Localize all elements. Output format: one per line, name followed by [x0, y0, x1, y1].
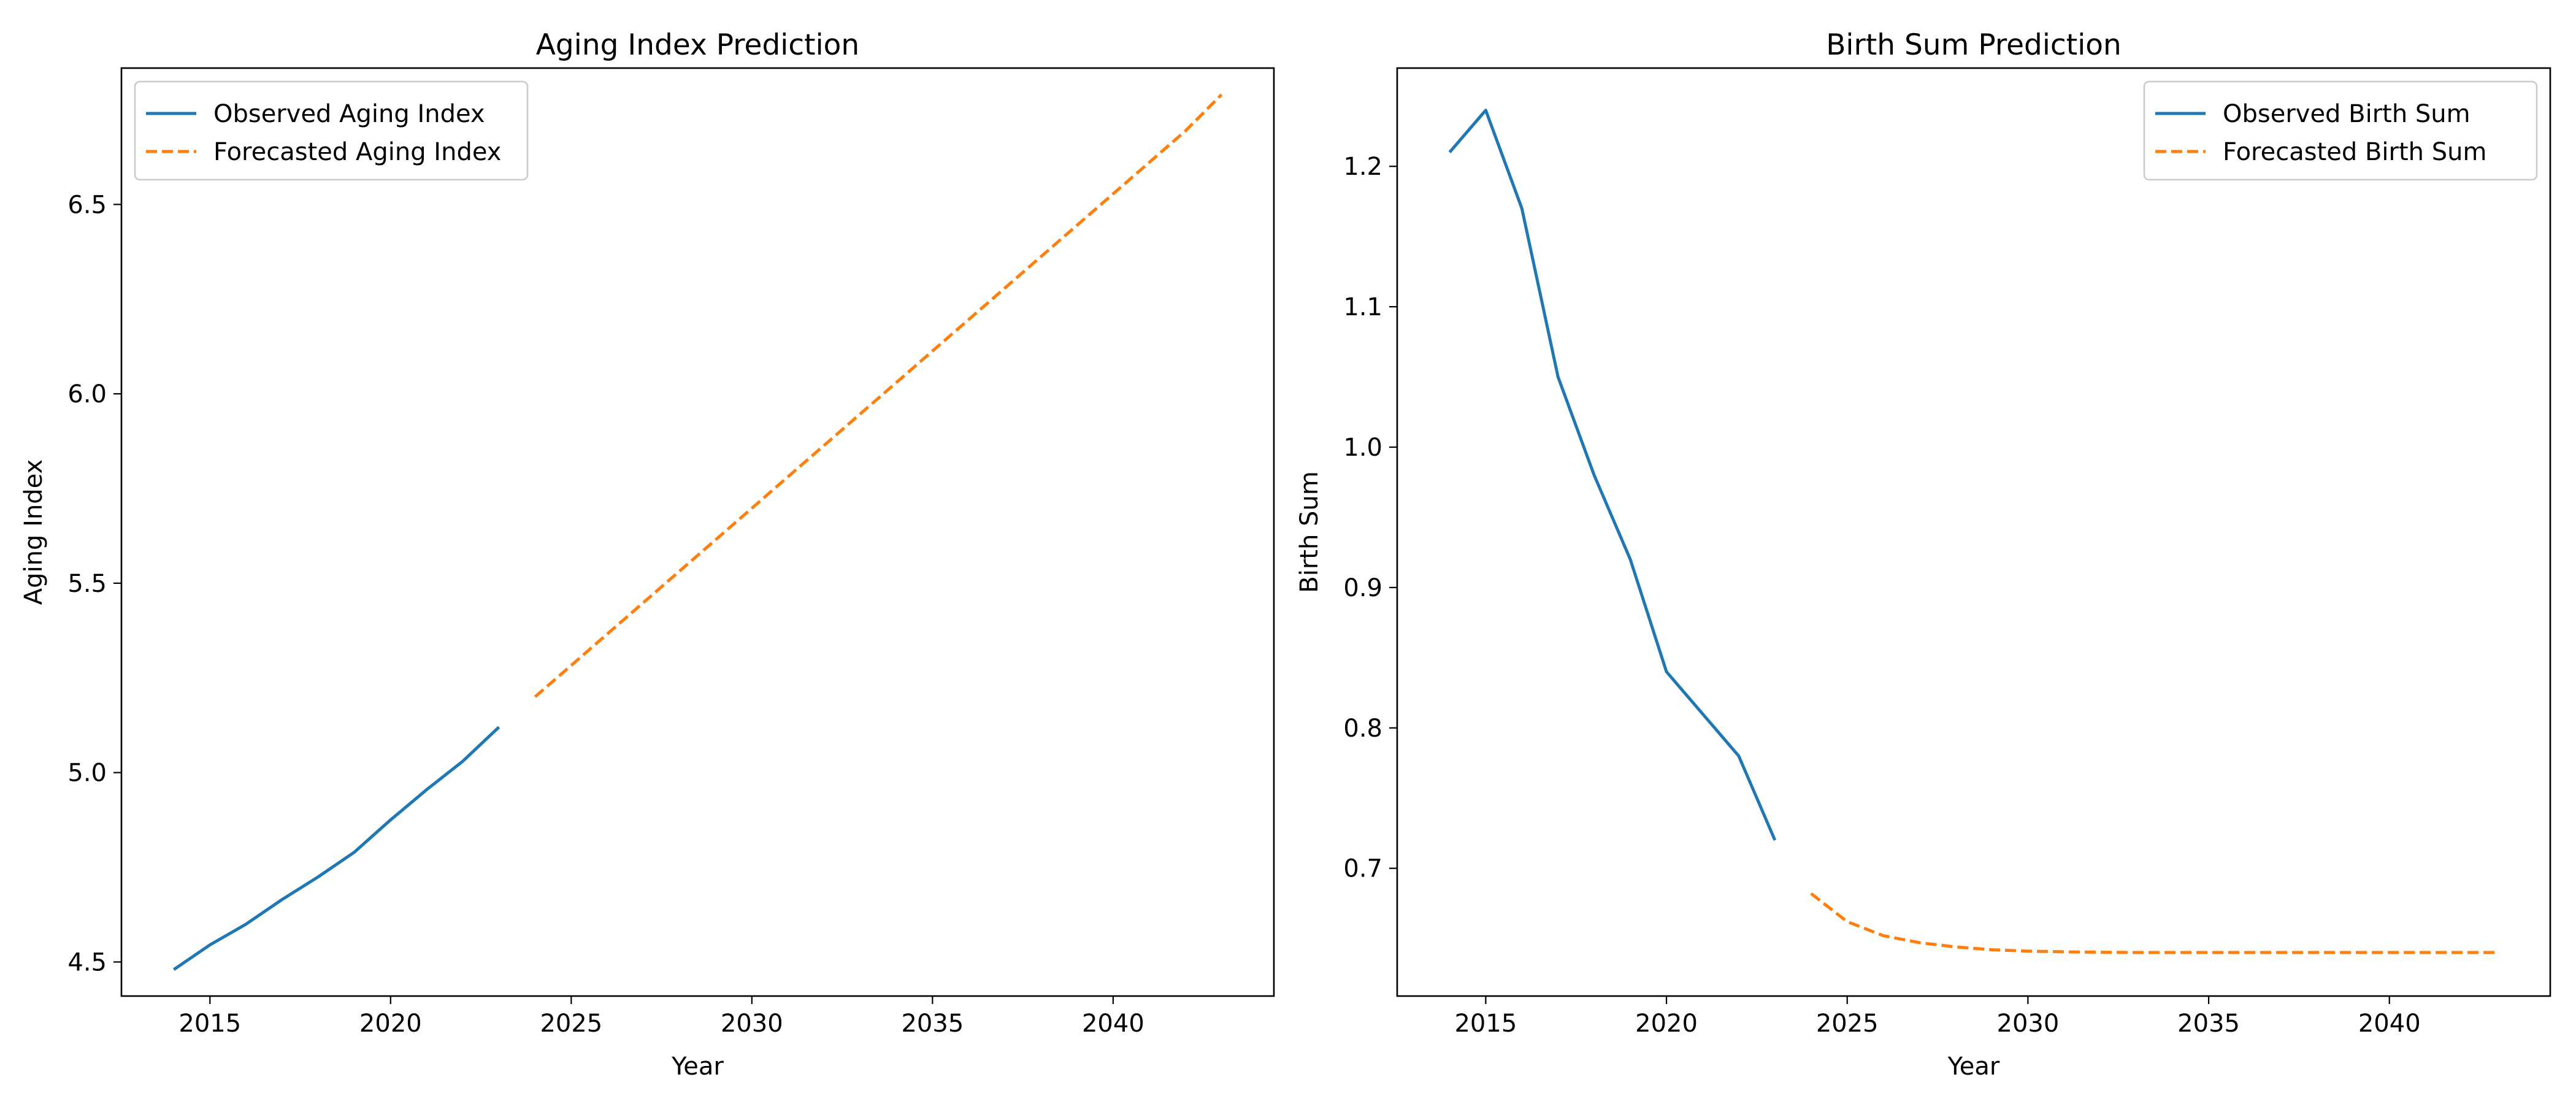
series-line-observed — [1448, 109, 1777, 841]
series-line-forecast — [534, 93, 1223, 698]
chart-title: Aging Index Prediction — [536, 28, 859, 62]
legend-label-forecast: Forecasted Birth Sum — [2223, 138, 2486, 166]
axis-ticks: 2015 2020 2025 2030 2035 2040 4.5 5.0 5.5 6.0 6.5 — [67, 191, 1144, 1038]
x-tick-label: 2040 — [2358, 1010, 2421, 1038]
x-tick-label: 2020 — [1635, 1010, 1698, 1038]
x-tick-label: 2030 — [1997, 1010, 2060, 1038]
y-tick-label: 1.2 — [1343, 153, 1382, 181]
plot-area — [1448, 109, 2498, 954]
legend: Observed Aging Index Forecasted Aging In… — [134, 80, 529, 181]
y-axis-label: Aging Index — [20, 459, 48, 605]
x-tick-label: 2020 — [359, 1010, 422, 1038]
y-tick-label: 5.5 — [67, 570, 107, 598]
y-tick-label: 1.1 — [1343, 293, 1382, 321]
birth-sum-chart: Birth Sum Prediction Year Birth Sum 2015… — [1295, 28, 2551, 1081]
x-tick-label: 2040 — [1082, 1010, 1144, 1038]
legend-label-observed: Observed Birth Sum — [2223, 100, 2471, 128]
series-line-forecast — [1810, 892, 2498, 954]
y-axis-label: Birth Sum — [1295, 471, 1324, 592]
axis-ticks: 2015 2020 2025 2030 2035 2040 0.7 0.8 0.9 1.0 1.1 1… — [1343, 153, 2420, 1038]
x-tick-label: 2035 — [901, 1010, 964, 1038]
x-axis-label: Year — [671, 1052, 724, 1081]
legend-box — [2143, 80, 2538, 181]
series-line-observed — [172, 726, 500, 971]
y-tick-label: 6.5 — [67, 191, 107, 219]
aging-index-chart: Aging Index Prediction Year Aging Index … — [20, 28, 1275, 1081]
y-tick-label: 4.5 — [67, 948, 107, 976]
y-tick-label: 6.0 — [67, 380, 107, 408]
x-tick-label: 2025 — [540, 1010, 602, 1038]
x-axis-label: Year — [1947, 1052, 2000, 1081]
axes-frame — [1396, 67, 2551, 997]
x-tick-label: 2030 — [721, 1010, 783, 1038]
chart-title: Birth Sum Prediction — [1826, 28, 2122, 62]
legend: Observed Birth Sum Forecasted Birth Sum — [2143, 80, 2538, 181]
x-tick-label: 2015 — [1454, 1010, 1517, 1038]
x-tick-label: 2035 — [2177, 1010, 2240, 1038]
axes-frame — [120, 67, 1275, 997]
y-tick-label: 0.9 — [1343, 574, 1382, 602]
plot-area — [172, 93, 1223, 971]
x-tick-label: 2025 — [1816, 1010, 1879, 1038]
legend-label-observed: Observed Aging Index — [213, 100, 485, 128]
legend-label-forecast: Forecasted Aging Index — [213, 138, 501, 166]
y-tick-label: 5.0 — [67, 759, 107, 788]
y-tick-label: 0.7 — [1343, 855, 1382, 883]
y-tick-label: 0.8 — [1343, 715, 1382, 743]
y-tick-label: 1.0 — [1343, 434, 1382, 462]
x-tick-label: 2015 — [178, 1010, 241, 1038]
legend-box — [134, 80, 529, 181]
